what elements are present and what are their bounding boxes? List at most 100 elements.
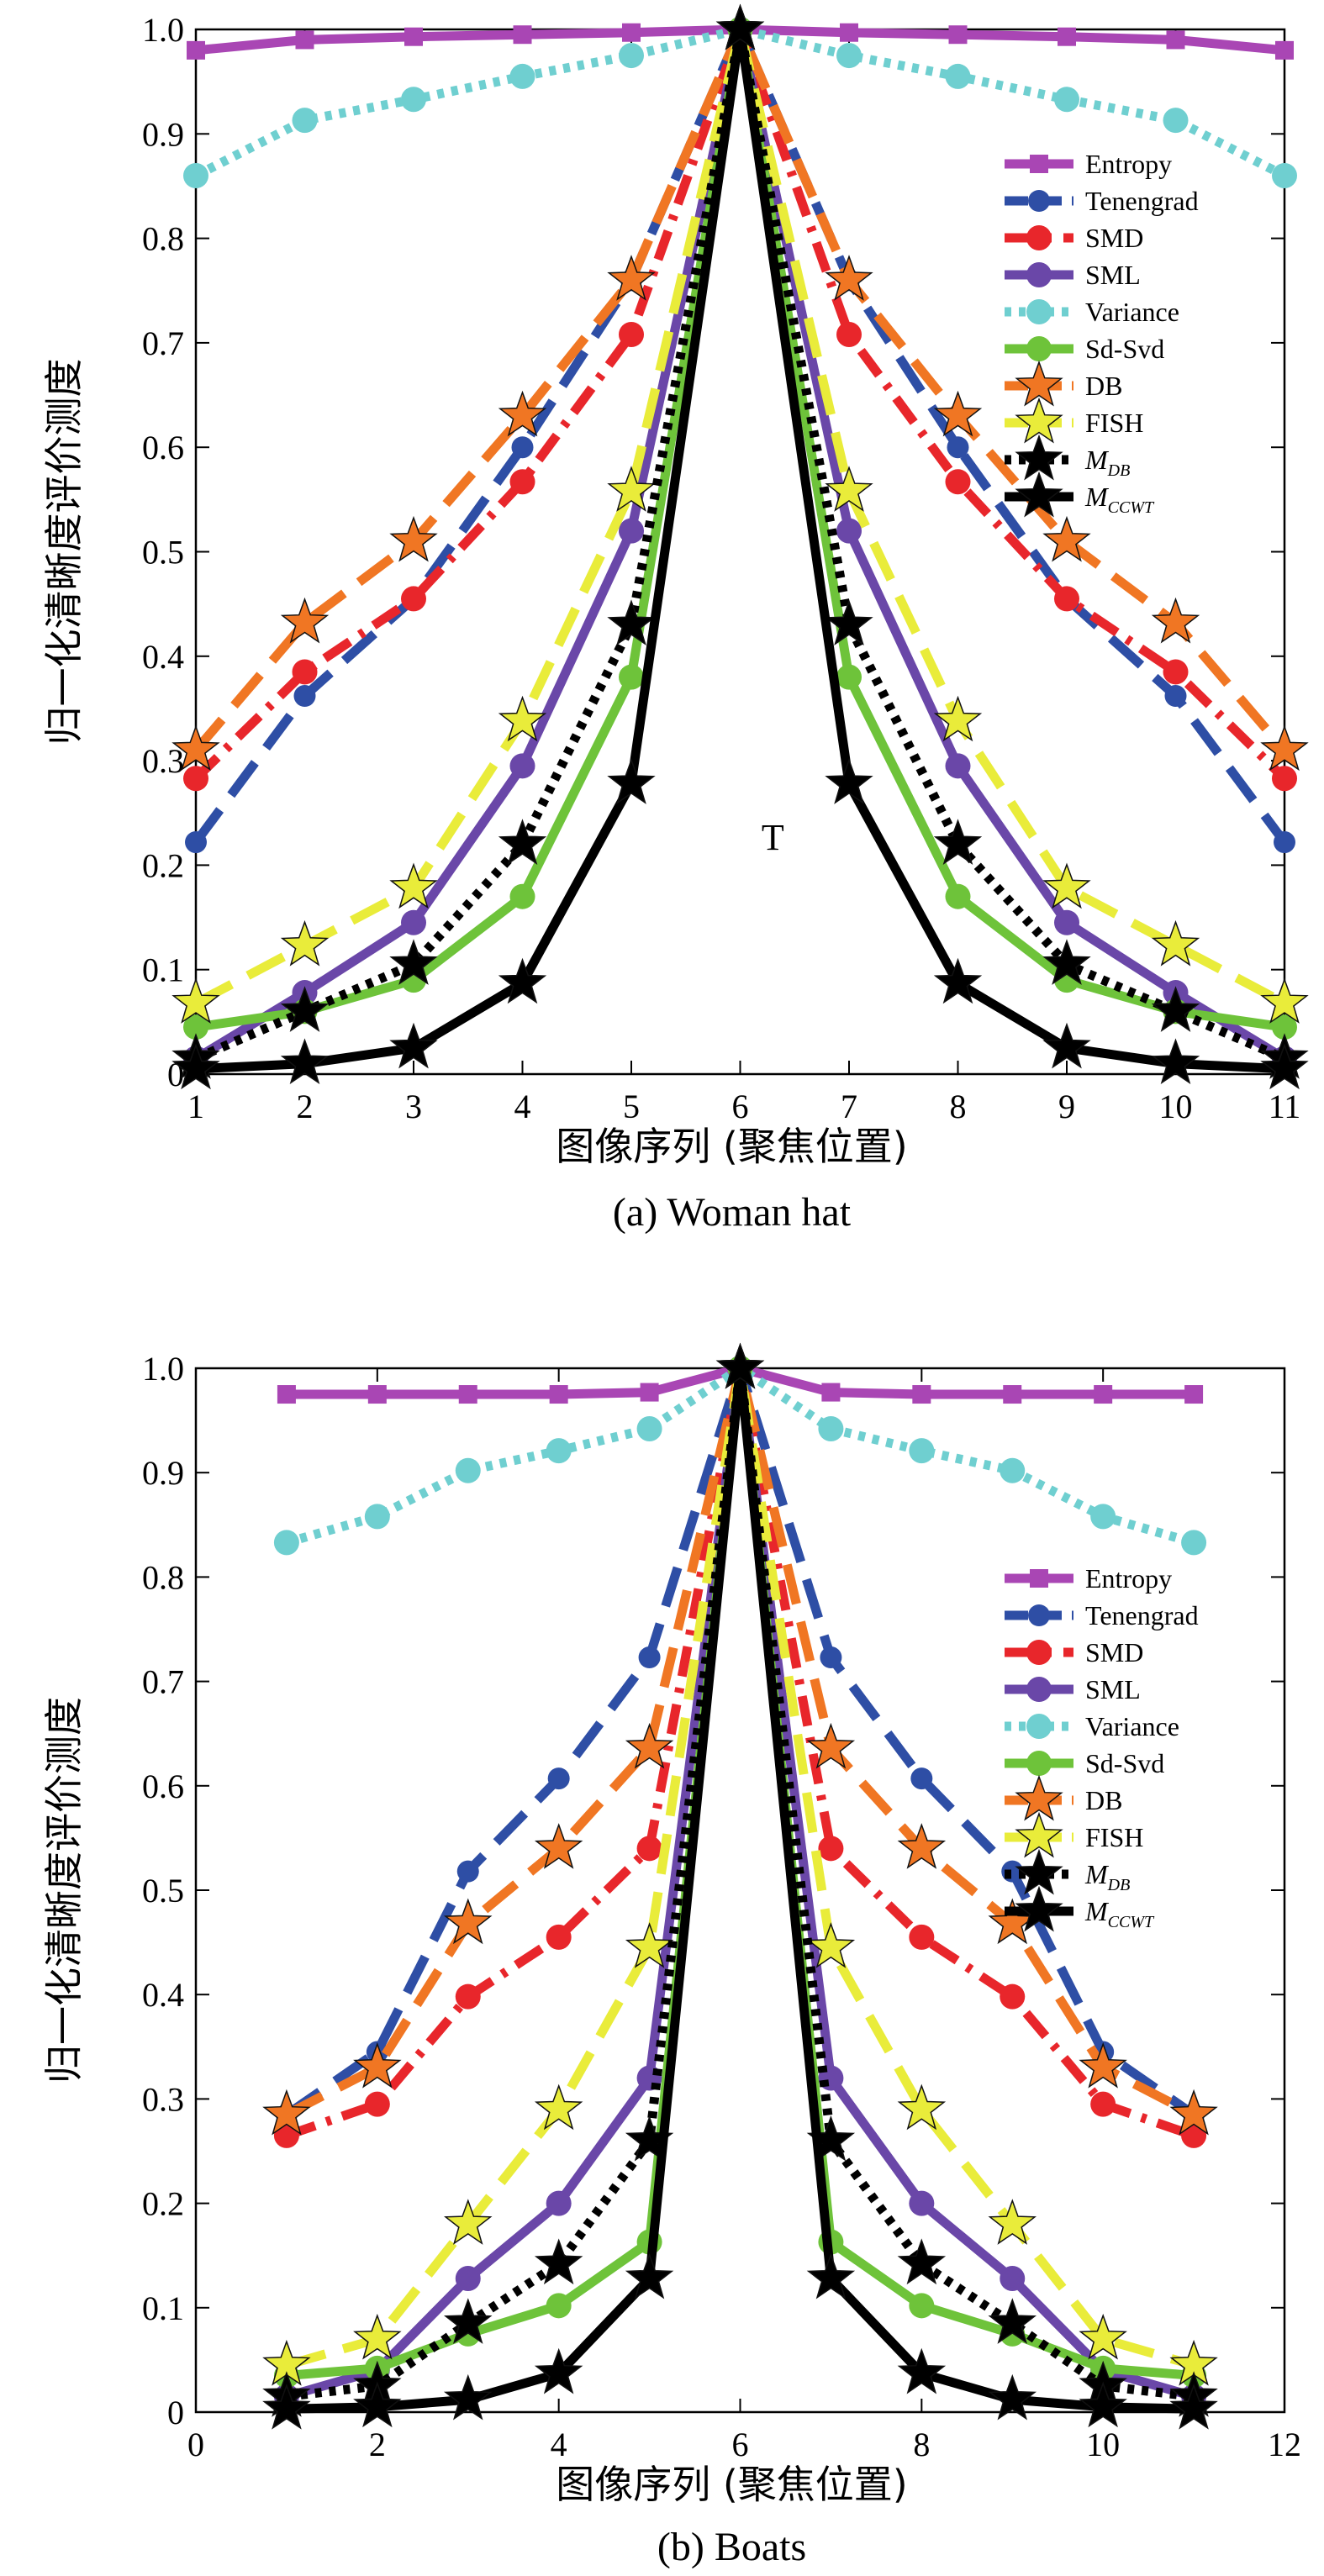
data-point-entropy (295, 30, 314, 50)
data-point-fish (534, 2083, 583, 2131)
series-db (171, 3, 1309, 772)
data-point-db (1169, 2089, 1218, 2136)
data-point-fish (607, 466, 656, 512)
legend-label-m-db: MDB (1084, 445, 1130, 480)
data-point-m-ccwt (1151, 1038, 1200, 1084)
data-point-m-ccwt (897, 2347, 947, 2394)
data-point-entropy (1275, 40, 1294, 60)
data-point-m-ccwt (534, 2347, 583, 2394)
data-point-m-ccwt (280, 1038, 330, 1084)
data-point-m-db (498, 819, 547, 865)
data-point-variance (909, 1438, 935, 1464)
chart-panel-a: 1 2 3 4 5 6 7 8 9 10 1100.10.20.30.40.50.60.70.80.… (41, 3, 1309, 1235)
series-line-fish (285, 1363, 1195, 2370)
y-axis-label: 归一化清晰度评价测度 (41, 1697, 87, 2083)
data-point-entropy (948, 25, 968, 45)
data-point-tenengrad (638, 1646, 661, 1669)
data-point-variance (292, 108, 318, 134)
chart-annotation: T (762, 817, 784, 858)
y-tick-label: 0.3 (142, 742, 184, 780)
data-point-m-ccwt (262, 2384, 311, 2430)
data-point-sd-svd (945, 883, 971, 909)
data-point-m-ccwt (1169, 2384, 1218, 2430)
data-point-m-ccwt (715, 1342, 765, 1389)
x-tick-label: 11 (1269, 1088, 1301, 1125)
data-point-smd (364, 2091, 390, 2117)
data-point-smd (1272, 766, 1297, 792)
legend-marker-db (1015, 1774, 1063, 1821)
legend-label-m-db: MDB (1084, 1859, 1130, 1894)
data-point-smd (546, 1924, 572, 1950)
y-tick-label: 1.0 (142, 1350, 184, 1388)
y-tick-label: 0 (167, 2394, 184, 2431)
data-point-entropy (1166, 30, 1185, 50)
data-point-entropy (622, 23, 641, 42)
data-point-variance (818, 1416, 844, 1442)
x-tick-label: 1 (187, 1088, 204, 1125)
data-point-entropy (513, 25, 532, 45)
data-point-entropy (912, 1385, 931, 1404)
data-point-variance (1000, 1457, 1026, 1483)
data-point-tenengrad (547, 1767, 570, 1790)
data-point-smd (292, 659, 318, 685)
data-point-variance (401, 87, 426, 113)
legend-label-sd-svd: Sd-Svd (1085, 1748, 1164, 1778)
data-point-fish (1042, 862, 1091, 909)
data-point-m-db (1151, 986, 1200, 1032)
data-point-fish (353, 2313, 402, 2360)
series-smd (183, 17, 1297, 792)
data-point-db (607, 255, 656, 301)
x-tick-label: 9 (1058, 1088, 1075, 1125)
legend-marker-tenengrad (1028, 190, 1050, 212)
data-point-db (806, 1722, 856, 1769)
y-tick-label: 0.1 (142, 951, 184, 989)
data-point-m-db (280, 986, 330, 1032)
data-point-variance (183, 163, 208, 189)
data-point-db (933, 390, 983, 437)
data-point-variance (1054, 87, 1079, 113)
legend-label-m-ccwt: MCCWT (1084, 482, 1155, 517)
data-point-m-db (534, 2238, 583, 2285)
data-point-smd (619, 321, 644, 347)
y-tick-label: 0.6 (142, 429, 184, 466)
data-point-entropy (367, 1385, 387, 1404)
x-tick-label: 10 (1159, 1088, 1193, 1125)
data-point-db (262, 2089, 311, 2136)
data-point-m-db (825, 599, 873, 645)
y-tick-label: 0.7 (142, 324, 184, 362)
legend-marker-variance (1026, 299, 1052, 324)
data-point-sd-svd (619, 664, 644, 690)
x-tick-label: 8 (950, 1088, 967, 1125)
series-line-fish (193, 24, 1287, 1008)
y-tick-label: 0.8 (142, 220, 184, 258)
data-point-db (280, 597, 330, 644)
legend-label-entropy: Entropy (1085, 1563, 1172, 1594)
series-line-sd-svd (286, 1363, 1195, 2380)
data-point-variance (1272, 163, 1297, 189)
data-point-db (897, 1823, 947, 1869)
data-point-sd-svd (509, 883, 535, 909)
data-point-sml (1054, 909, 1079, 935)
data-point-fish (897, 2083, 947, 2131)
data-point-smd (183, 766, 208, 792)
series-fish (262, 1342, 1218, 2386)
y-tick-label: 0.4 (142, 638, 184, 676)
data-point-db (1260, 724, 1309, 772)
legend-marker-sml (1026, 262, 1052, 287)
y-axis-label: 归一化清晰度评价测度 (41, 359, 87, 745)
legend-label-smd: SMD (1085, 223, 1143, 253)
legend: Entropy Tenengrad SMD SML Variance Sd-Svd DB FI… (1005, 149, 1199, 518)
data-point-sd-svd (546, 2293, 572, 2319)
legend-marker-sd-svd (1026, 1751, 1052, 1776)
data-point-tenengrad (456, 1860, 479, 1883)
x-tick-label: 6 (732, 2426, 749, 2463)
data-point-m-db (389, 939, 438, 985)
legend-label-m-ccwt: MCCWT (1084, 1896, 1155, 1931)
data-point-variance (546, 1438, 572, 1464)
legend-marker-entropy (1030, 155, 1048, 173)
data-point-db (444, 1898, 493, 1945)
data-point-m-ccwt (498, 957, 547, 1004)
legend-label-sml: SML (1085, 260, 1141, 290)
x-axis-label: 图像序列 (聚焦位置) (556, 2462, 908, 2507)
legend-marker-tenengrad (1028, 1604, 1050, 1626)
